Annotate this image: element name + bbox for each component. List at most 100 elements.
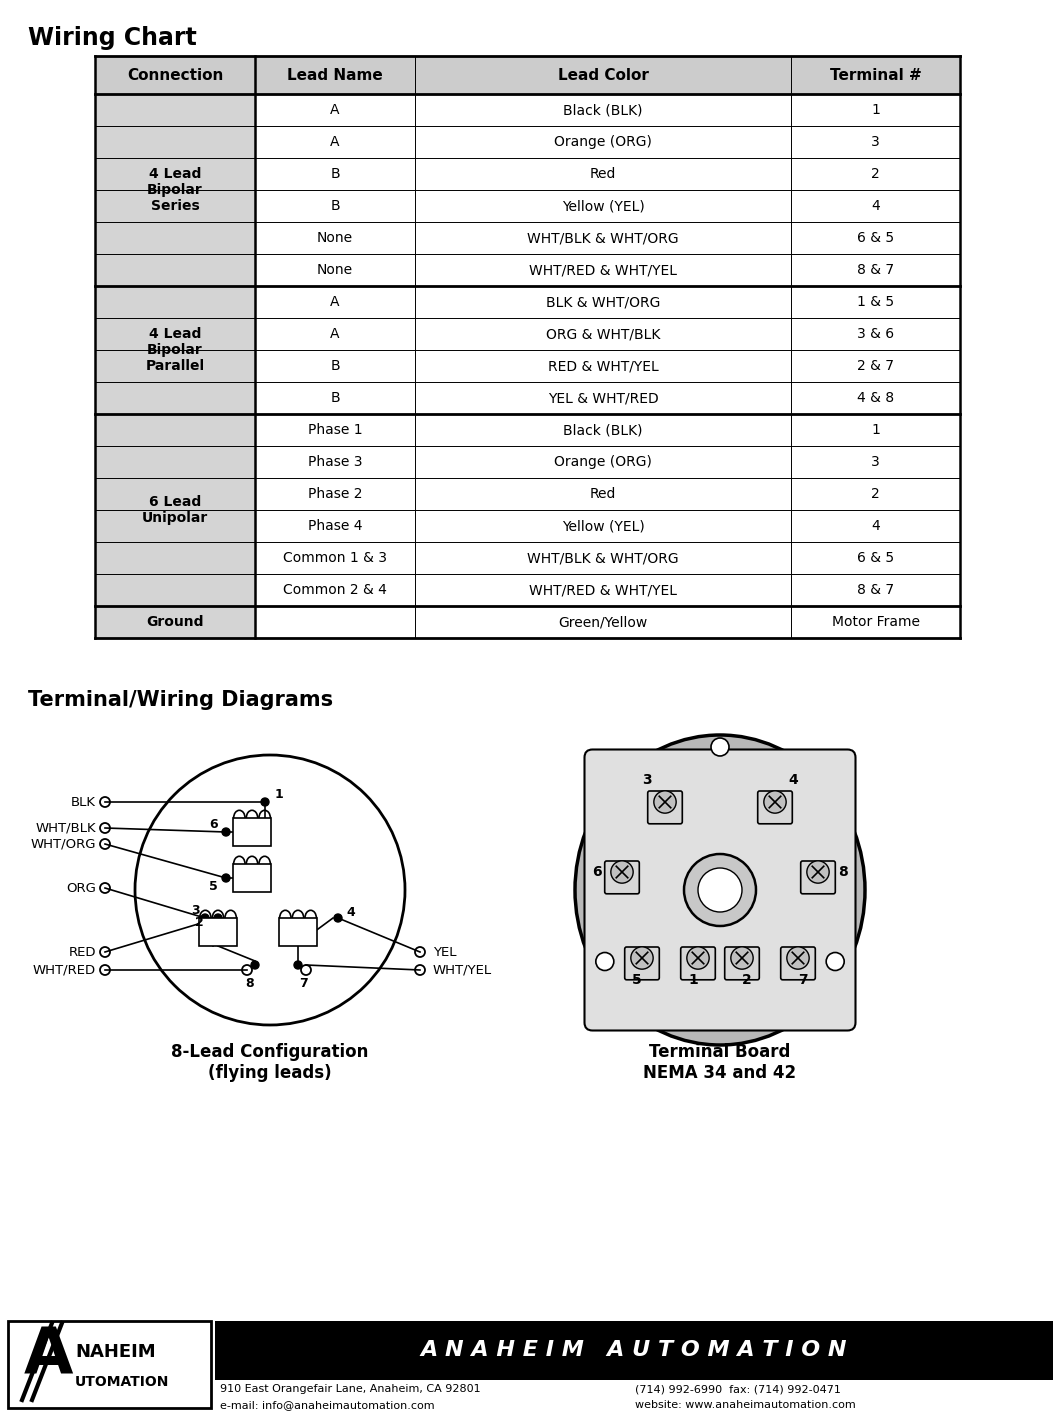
FancyBboxPatch shape	[604, 861, 639, 894]
Text: Phase 1: Phase 1	[307, 424, 362, 436]
Bar	[95, 542, 255, 575]
Bar	[415, 414, 791, 446]
Bar	[791, 446, 960, 478]
Bar	[415, 478, 791, 511]
Bar	[415, 318, 791, 349]
Bar	[255, 478, 415, 511]
Text: 6: 6	[592, 866, 602, 878]
Text: 3: 3	[871, 455, 880, 469]
Bar	[95, 511, 255, 542]
Circle shape	[214, 914, 222, 923]
Text: WHT/BLK & WHT/ORG: WHT/BLK & WHT/ORG	[528, 231, 679, 245]
Text: 6: 6	[210, 817, 218, 830]
Bar	[791, 94, 960, 125]
Bar	[255, 158, 415, 190]
Circle shape	[654, 791, 676, 813]
Text: Terminal #: Terminal #	[830, 67, 921, 83]
Text: UTOMATION: UTOMATION	[75, 1375, 170, 1389]
Text: Motor Frame: Motor Frame	[832, 615, 919, 629]
Bar	[415, 287, 791, 318]
Bar	[95, 222, 255, 254]
Text: YEL & WHT/RED: YEL & WHT/RED	[548, 391, 658, 405]
Text: Terminal/Wiring Diagrams: Terminal/Wiring Diagrams	[28, 690, 333, 710]
Text: Lead Color: Lead Color	[558, 67, 649, 83]
Text: 8 & 7: 8 & 7	[857, 583, 894, 597]
Bar	[279, 918, 317, 945]
Circle shape	[249, 829, 256, 836]
Text: 6 & 5: 6 & 5	[857, 231, 894, 245]
Text: BLK: BLK	[71, 796, 96, 809]
Bar	[415, 511, 791, 542]
Bar	[791, 158, 960, 190]
Text: 8 & 7: 8 & 7	[857, 262, 894, 277]
Text: Connection: Connection	[126, 67, 223, 83]
Text: YEL: YEL	[433, 945, 457, 958]
Bar	[791, 349, 960, 382]
Bar	[791, 606, 960, 637]
Text: 4: 4	[871, 200, 880, 212]
Text: 3: 3	[871, 135, 880, 148]
Text: BLK & WHT/ORG: BLK & WHT/ORG	[547, 295, 660, 309]
Text: 7: 7	[299, 977, 307, 990]
Bar	[95, 575, 255, 606]
Text: 1: 1	[275, 787, 283, 800]
FancyBboxPatch shape	[648, 791, 682, 824]
Bar	[415, 349, 791, 382]
Bar	[95, 125, 255, 158]
Text: RED & WHT/YEL: RED & WHT/YEL	[548, 359, 658, 374]
Text: Common 2 & 4: Common 2 & 4	[283, 583, 386, 597]
Text: 7: 7	[798, 973, 808, 987]
Text: 2: 2	[195, 917, 204, 930]
Text: Red: Red	[590, 167, 616, 181]
Text: 8-Lead Configuration
(flying leads): 8-Lead Configuration (flying leads)	[172, 1042, 369, 1082]
Bar	[415, 575, 791, 606]
Bar	[415, 254, 791, 287]
Circle shape	[763, 791, 787, 813]
Bar	[415, 94, 791, 125]
Bar	[415, 446, 791, 478]
Text: WHT/YEL: WHT/YEL	[433, 964, 492, 977]
Bar	[95, 94, 255, 125]
Bar	[95, 254, 255, 287]
Text: B: B	[331, 391, 340, 405]
Circle shape	[731, 947, 753, 970]
Text: Phase 4: Phase 4	[307, 519, 362, 533]
Circle shape	[249, 874, 256, 881]
Text: 4: 4	[871, 519, 880, 533]
Ellipse shape	[575, 734, 865, 1045]
Text: 4: 4	[788, 773, 798, 787]
Bar	[95, 414, 255, 446]
Bar	[415, 382, 791, 414]
Text: Phase 2: Phase 2	[307, 488, 362, 501]
FancyBboxPatch shape	[800, 861, 835, 894]
Text: Black (BLK): Black (BLK)	[563, 424, 643, 436]
Text: 8: 8	[838, 866, 848, 878]
Text: A: A	[331, 327, 340, 341]
Text: NAHEIM: NAHEIM	[75, 1343, 156, 1360]
Bar	[95, 446, 255, 478]
Bar	[255, 125, 415, 158]
Bar	[415, 606, 791, 637]
Text: 6 Lead
Unipolar: 6 Lead Unipolar	[142, 495, 208, 525]
Bar	[791, 222, 960, 254]
Bar	[95, 56, 960, 94]
Bar	[255, 542, 415, 575]
Bar	[255, 318, 415, 349]
Bar	[95, 606, 255, 637]
Bar	[791, 414, 960, 446]
Bar	[255, 190, 415, 222]
Text: 2 & 7: 2 & 7	[857, 359, 894, 374]
Circle shape	[807, 861, 829, 883]
Text: Lead Name: Lead Name	[287, 67, 383, 83]
Text: 910 East Orangefair Lane, Anaheim, CA 92801: 910 East Orangefair Lane, Anaheim, CA 92…	[220, 1385, 480, 1395]
Circle shape	[596, 953, 614, 971]
Circle shape	[295, 928, 301, 935]
Text: website: www.anaheimautomation.com: website: www.anaheimautomation.com	[635, 1400, 856, 1410]
Bar	[255, 287, 415, 318]
Bar	[415, 125, 791, 158]
Text: 4 Lead
Bipolar
Parallel: 4 Lead Bipolar Parallel	[145, 327, 204, 374]
Text: e-mail: info@anaheimautomation.com: e-mail: info@anaheimautomation.com	[220, 1400, 435, 1410]
Text: 2: 2	[742, 973, 752, 987]
Text: B: B	[331, 167, 340, 181]
Text: 1: 1	[871, 103, 880, 117]
